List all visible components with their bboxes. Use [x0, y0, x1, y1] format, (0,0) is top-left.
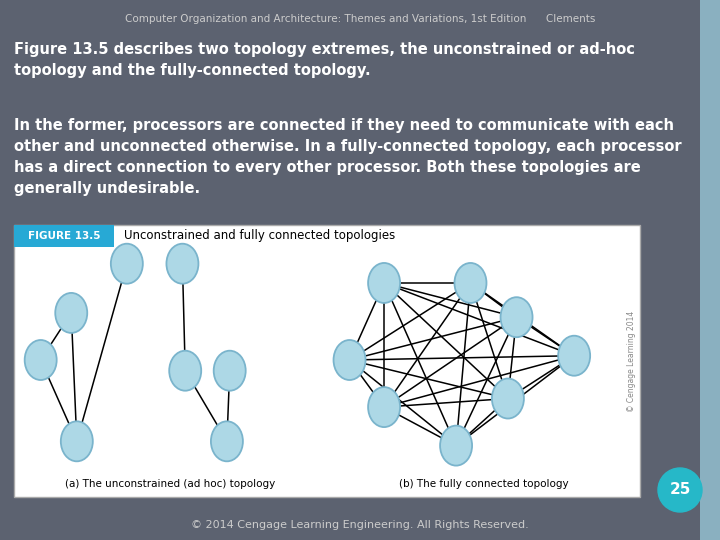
Text: Computer Organization and Architecture: Themes and Variations, 1st Edition      : Computer Organization and Architecture: … [125, 14, 595, 24]
Ellipse shape [368, 263, 400, 303]
Ellipse shape [55, 293, 87, 333]
Ellipse shape [492, 379, 524, 418]
Text: (b) The fully connected topology: (b) The fully connected topology [399, 479, 568, 489]
Text: (a) The unconstrained (ad hoc) topology: (a) The unconstrained (ad hoc) topology [66, 479, 276, 489]
Ellipse shape [24, 340, 57, 380]
Ellipse shape [166, 244, 199, 284]
Ellipse shape [111, 244, 143, 284]
Ellipse shape [333, 340, 366, 380]
Ellipse shape [60, 421, 93, 461]
Ellipse shape [214, 350, 246, 391]
Text: Unconstrained and fully connected topologies: Unconstrained and fully connected topolo… [124, 230, 395, 242]
Ellipse shape [440, 426, 472, 465]
Ellipse shape [211, 421, 243, 461]
Circle shape [658, 468, 702, 512]
Bar [14, 225, 114, 247]
Ellipse shape [368, 387, 400, 427]
Text: In the former, processors are connected if they need to communicate with each
ot: In the former, processors are connected … [14, 118, 682, 196]
Bar [14, 225, 640, 497]
Text: © 2014 Cengage Learning Engineering. All Rights Reserved.: © 2014 Cengage Learning Engineering. All… [191, 520, 529, 530]
Text: 25: 25 [670, 483, 690, 497]
Ellipse shape [500, 297, 533, 337]
Ellipse shape [169, 350, 201, 391]
Text: Figure 13.5 describes two topology extremes, the unconstrained or ad-hoc
topolog: Figure 13.5 describes two topology extre… [14, 42, 635, 78]
Text: FIGURE 13.5: FIGURE 13.5 [28, 231, 100, 241]
Text: © Cengage Learning 2014: © Cengage Learning 2014 [628, 310, 636, 411]
Bar [700, 0, 720, 540]
Ellipse shape [454, 263, 487, 303]
Ellipse shape [558, 336, 590, 376]
